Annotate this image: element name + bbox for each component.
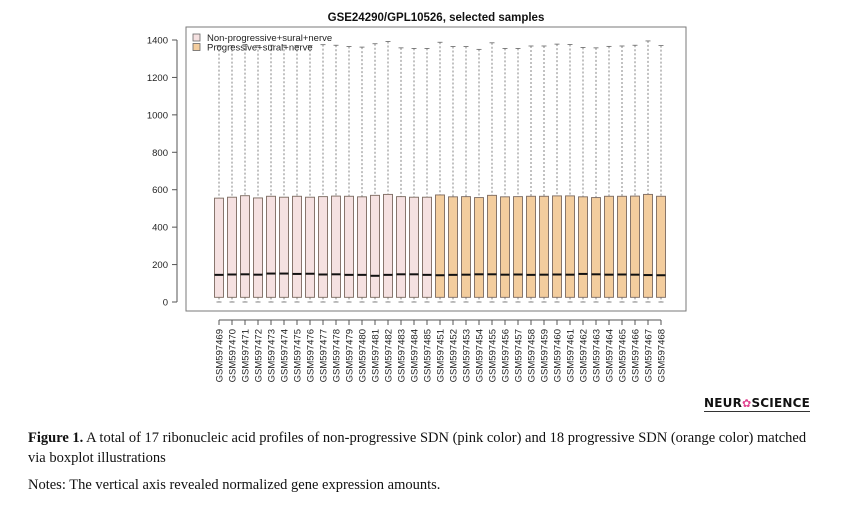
box bbox=[604, 195, 614, 298]
x-tick-label: GSM597468 bbox=[657, 329, 668, 382]
y-tick-label: 0 bbox=[163, 298, 168, 309]
box bbox=[461, 196, 471, 298]
x-tick-label: GSM597479 bbox=[345, 329, 356, 382]
box bbox=[565, 195, 575, 298]
flower-icon: ✿ bbox=[742, 397, 752, 410]
box bbox=[266, 195, 276, 298]
x-tick-label: GSM597473 bbox=[267, 329, 278, 382]
figure-notes: Notes: The vertical axis revealed normal… bbox=[28, 477, 441, 493]
box bbox=[617, 195, 627, 298]
plot-frame bbox=[185, 26, 687, 312]
box bbox=[357, 196, 367, 298]
box bbox=[526, 195, 536, 298]
legend-label: Progressive+sural+nerve bbox=[207, 43, 313, 54]
x-tick-label: GSM597453 bbox=[462, 329, 473, 382]
box bbox=[591, 197, 601, 298]
box bbox=[500, 196, 510, 298]
box bbox=[383, 193, 393, 298]
box bbox=[318, 196, 328, 298]
x-tick-label: GSM597451 bbox=[436, 329, 447, 382]
y-tick-label: 400 bbox=[152, 223, 168, 234]
x-tick-label: GSM597461 bbox=[566, 329, 577, 382]
x-tick-label: GSM597476 bbox=[306, 329, 317, 382]
x-tick-label: GSM597455 bbox=[488, 329, 499, 382]
x-tick-label: GSM597484 bbox=[410, 329, 421, 382]
box bbox=[396, 196, 406, 298]
box bbox=[214, 197, 224, 298]
x-tick-label: GSM597458 bbox=[527, 329, 538, 382]
x-tick-label: GSM597475 bbox=[293, 329, 304, 382]
box bbox=[513, 196, 523, 298]
box bbox=[370, 194, 380, 298]
x-tick-label: GSM597482 bbox=[384, 329, 395, 382]
neuroscience-logo: NEUR✿SCIENCE bbox=[704, 396, 811, 412]
box bbox=[578, 196, 588, 298]
box bbox=[253, 197, 263, 298]
legend-label: Non-progressive+sural+nerve bbox=[207, 33, 332, 44]
box bbox=[552, 195, 562, 298]
box bbox=[487, 194, 497, 298]
x-tick-label: GSM597460 bbox=[553, 329, 564, 382]
x-tick-label: GSM597462 bbox=[579, 329, 590, 382]
box bbox=[305, 196, 315, 298]
box bbox=[227, 196, 237, 298]
caption-text: A total of 17 ribonucleic acid profiles … bbox=[28, 430, 807, 466]
x-tick-label: GSM597469 bbox=[215, 329, 226, 382]
x-tick-label: GSM597480 bbox=[358, 329, 369, 382]
x-tick-label: GSM597471 bbox=[241, 329, 252, 382]
logo-text-before: NEUR bbox=[704, 396, 743, 410]
x-tick-label: GSM597470 bbox=[228, 329, 239, 382]
box bbox=[422, 196, 432, 298]
x-tick-label: GSM597481 bbox=[371, 329, 382, 382]
x-tick-label: GSM597477 bbox=[319, 329, 330, 382]
y-tick-label: 800 bbox=[152, 148, 168, 159]
box bbox=[409, 196, 419, 298]
x-tick-label: GSM597478 bbox=[332, 329, 343, 382]
x-tick-label: GSM597457 bbox=[514, 329, 525, 382]
box bbox=[539, 195, 549, 298]
x-tick-label: GSM597463 bbox=[592, 329, 603, 382]
x-tick-label: GSM597467 bbox=[644, 329, 655, 382]
x-tick-label: GSM597485 bbox=[423, 329, 434, 382]
legend-swatch bbox=[192, 33, 201, 42]
x-tick-label: GSM597459 bbox=[540, 329, 551, 382]
box bbox=[435, 194, 445, 298]
y-tick-label: 1200 bbox=[147, 73, 168, 84]
logo-text-after: SCIENCE bbox=[751, 396, 811, 410]
x-tick-label: GSM597472 bbox=[254, 329, 265, 382]
x-tick-label: GSM597452 bbox=[449, 329, 460, 382]
legend-swatch bbox=[192, 43, 201, 51]
y-tick-label: 1000 bbox=[147, 110, 168, 121]
x-tick-label: GSM597465 bbox=[618, 329, 629, 382]
box bbox=[656, 195, 666, 298]
boxplot-chart: GSE24290/GPL10526, selected samples 0 200 4… bbox=[147, 12, 687, 382]
box bbox=[448, 196, 458, 298]
x-tick-label: GSM597474 bbox=[280, 329, 291, 382]
x-tick-label: GSM597456 bbox=[501, 329, 512, 382]
y-tick-label: 1400 bbox=[147, 36, 168, 47]
figure-label: Figure 1. bbox=[28, 430, 84, 446]
box bbox=[240, 195, 250, 298]
y-tick-label: 600 bbox=[152, 185, 168, 196]
box bbox=[279, 196, 289, 298]
x-tick-label: GSM597483 bbox=[397, 329, 408, 382]
box bbox=[643, 193, 653, 298]
chart-title: GSE24290/GPL10526, selected samples bbox=[328, 12, 545, 24]
x-tick-label: GSM597464 bbox=[605, 329, 616, 382]
y-tick-label: 200 bbox=[152, 260, 168, 271]
box bbox=[331, 195, 341, 298]
x-tick-label: GSM597454 bbox=[475, 329, 486, 382]
box bbox=[630, 195, 640, 298]
box bbox=[344, 195, 354, 298]
box bbox=[474, 197, 484, 298]
box bbox=[292, 195, 302, 298]
figure-caption: Figure 1. A total of 17 ribonucleic acid… bbox=[28, 428, 818, 468]
x-tick-label: GSM597466 bbox=[631, 329, 642, 382]
